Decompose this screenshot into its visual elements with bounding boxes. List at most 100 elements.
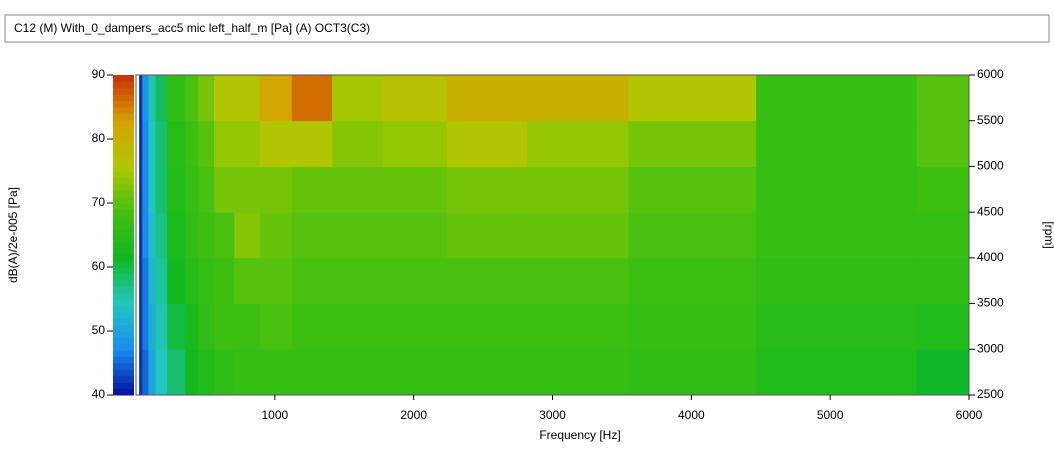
heatmap-cell [185, 166, 199, 213]
y2-tick-label: 4500 [977, 204, 1004, 218]
heatmap-cell [259, 212, 293, 259]
heatmap-cell [167, 349, 186, 395]
heatmap-cell [756, 212, 918, 259]
y2-tick-label: 5000 [977, 159, 1004, 173]
heatmap-cell [214, 257, 235, 305]
colorbar-step [113, 318, 134, 326]
y2-tick-label: 3500 [977, 296, 1004, 310]
colorbar-step [113, 363, 134, 370]
colorbar-step [113, 100, 134, 108]
colorbar-step [113, 267, 134, 274]
heatmap-cell [148, 349, 157, 395]
heatmap-cell [155, 75, 168, 122]
heatmap-cell [527, 349, 630, 395]
heatmap-cell [214, 120, 235, 167]
colorbar-step [113, 107, 134, 114]
colorbar-step [113, 260, 134, 268]
heatmap-cell [628, 349, 757, 395]
heatmap-cell [291, 75, 333, 122]
heatmap-cell [382, 349, 448, 395]
heatmap-cell [382, 303, 448, 350]
header-box [4, 14, 1050, 43]
colorbar-step [113, 87, 134, 95]
heatmap-cell [628, 75, 757, 122]
heatmap-cell [142, 75, 149, 122]
heatmap-cell [214, 75, 235, 122]
y-tick-label: 40 [92, 387, 106, 401]
x-tick-label: 4000 [678, 408, 705, 422]
colorbar-step [113, 299, 134, 306]
heatmap-cell [527, 75, 630, 122]
colorbar-step [113, 190, 134, 198]
heatmap-cell [756, 257, 918, 305]
heatmap-cell [185, 75, 199, 122]
heatmap-cell [527, 212, 630, 259]
colorbar-step [113, 113, 134, 121]
heatmap-cell [139, 166, 143, 213]
heatmap-cell [148, 303, 157, 350]
y2-tick-label: 3000 [977, 341, 1004, 355]
heatmap-cell [155, 120, 168, 167]
heatmap-cell [332, 212, 384, 259]
y-tick-label: 70 [92, 195, 106, 209]
y2-tick-label: 4000 [977, 250, 1004, 264]
heatmap-cell [185, 257, 199, 305]
colorbar-step [113, 375, 134, 383]
colorbar-step [113, 343, 134, 351]
x-tick-label: 5000 [817, 408, 844, 422]
x-tick-label: 1000 [261, 408, 288, 422]
colorbar-step [113, 350, 134, 358]
heatmap-cell [446, 257, 528, 305]
colorbar-step [113, 139, 134, 146]
heatmap-cell [155, 166, 168, 213]
colorbar-step [113, 235, 134, 242]
colorbar-step [113, 305, 134, 313]
heatmap-cell [142, 303, 149, 350]
heatmap-cell [167, 75, 186, 122]
chart-title: C12 (M) With_0_dampers_acc5 mic left_hal… [14, 21, 370, 35]
colorbar-step [113, 203, 134, 210]
heatmap-cell [259, 349, 293, 395]
heatmap-cell [214, 212, 235, 259]
heatmap-cell [756, 166, 918, 213]
heatmap-cell [332, 75, 384, 122]
y2-axis-label: [rpm] [1042, 221, 1054, 248]
colorbar-step [113, 151, 134, 159]
heatmap-cell [142, 349, 149, 395]
heatmap-cell [198, 166, 215, 213]
colorbar-step [113, 241, 134, 249]
heatmap-cell [167, 212, 186, 259]
heatmap-cell [446, 166, 528, 213]
colorbar-step [113, 228, 134, 236]
colorbar-step [113, 209, 134, 217]
heatmap-cell [446, 75, 528, 122]
heatmap-cell [628, 212, 757, 259]
heatmap-cell [142, 120, 149, 167]
heatmap-cell [916, 349, 969, 395]
heatmap-cell [332, 349, 384, 395]
heatmap-cell [185, 303, 199, 350]
x-tick-label: 3000 [539, 408, 566, 422]
heatmap-cell [139, 120, 143, 167]
colorbar-step [113, 145, 134, 153]
heatmap-cell [527, 257, 630, 305]
heatmap-cell [527, 303, 630, 350]
colorbar-step [113, 183, 134, 191]
y-axis-label: dB(A)/2e-005 [Pa] [6, 187, 20, 283]
colorbar-step [113, 222, 134, 230]
heatmap-cell [198, 257, 215, 305]
heatmap-cell [446, 212, 528, 259]
colorbar-step [113, 75, 134, 82]
colorbar-step [113, 171, 134, 178]
heatmap-cell [139, 212, 143, 259]
heatmap-cell [167, 303, 186, 350]
y2-tick-label: 2500 [977, 387, 1004, 401]
heatmap-cell [291, 120, 333, 167]
colorbar-step [113, 158, 134, 166]
heatmap-cell [628, 257, 757, 305]
heatmap-cell [142, 166, 149, 213]
heatmap-cell [527, 166, 630, 213]
colorbar-step [113, 254, 134, 262]
heatmap-cell [259, 120, 293, 167]
heatmap-cell [198, 75, 215, 122]
